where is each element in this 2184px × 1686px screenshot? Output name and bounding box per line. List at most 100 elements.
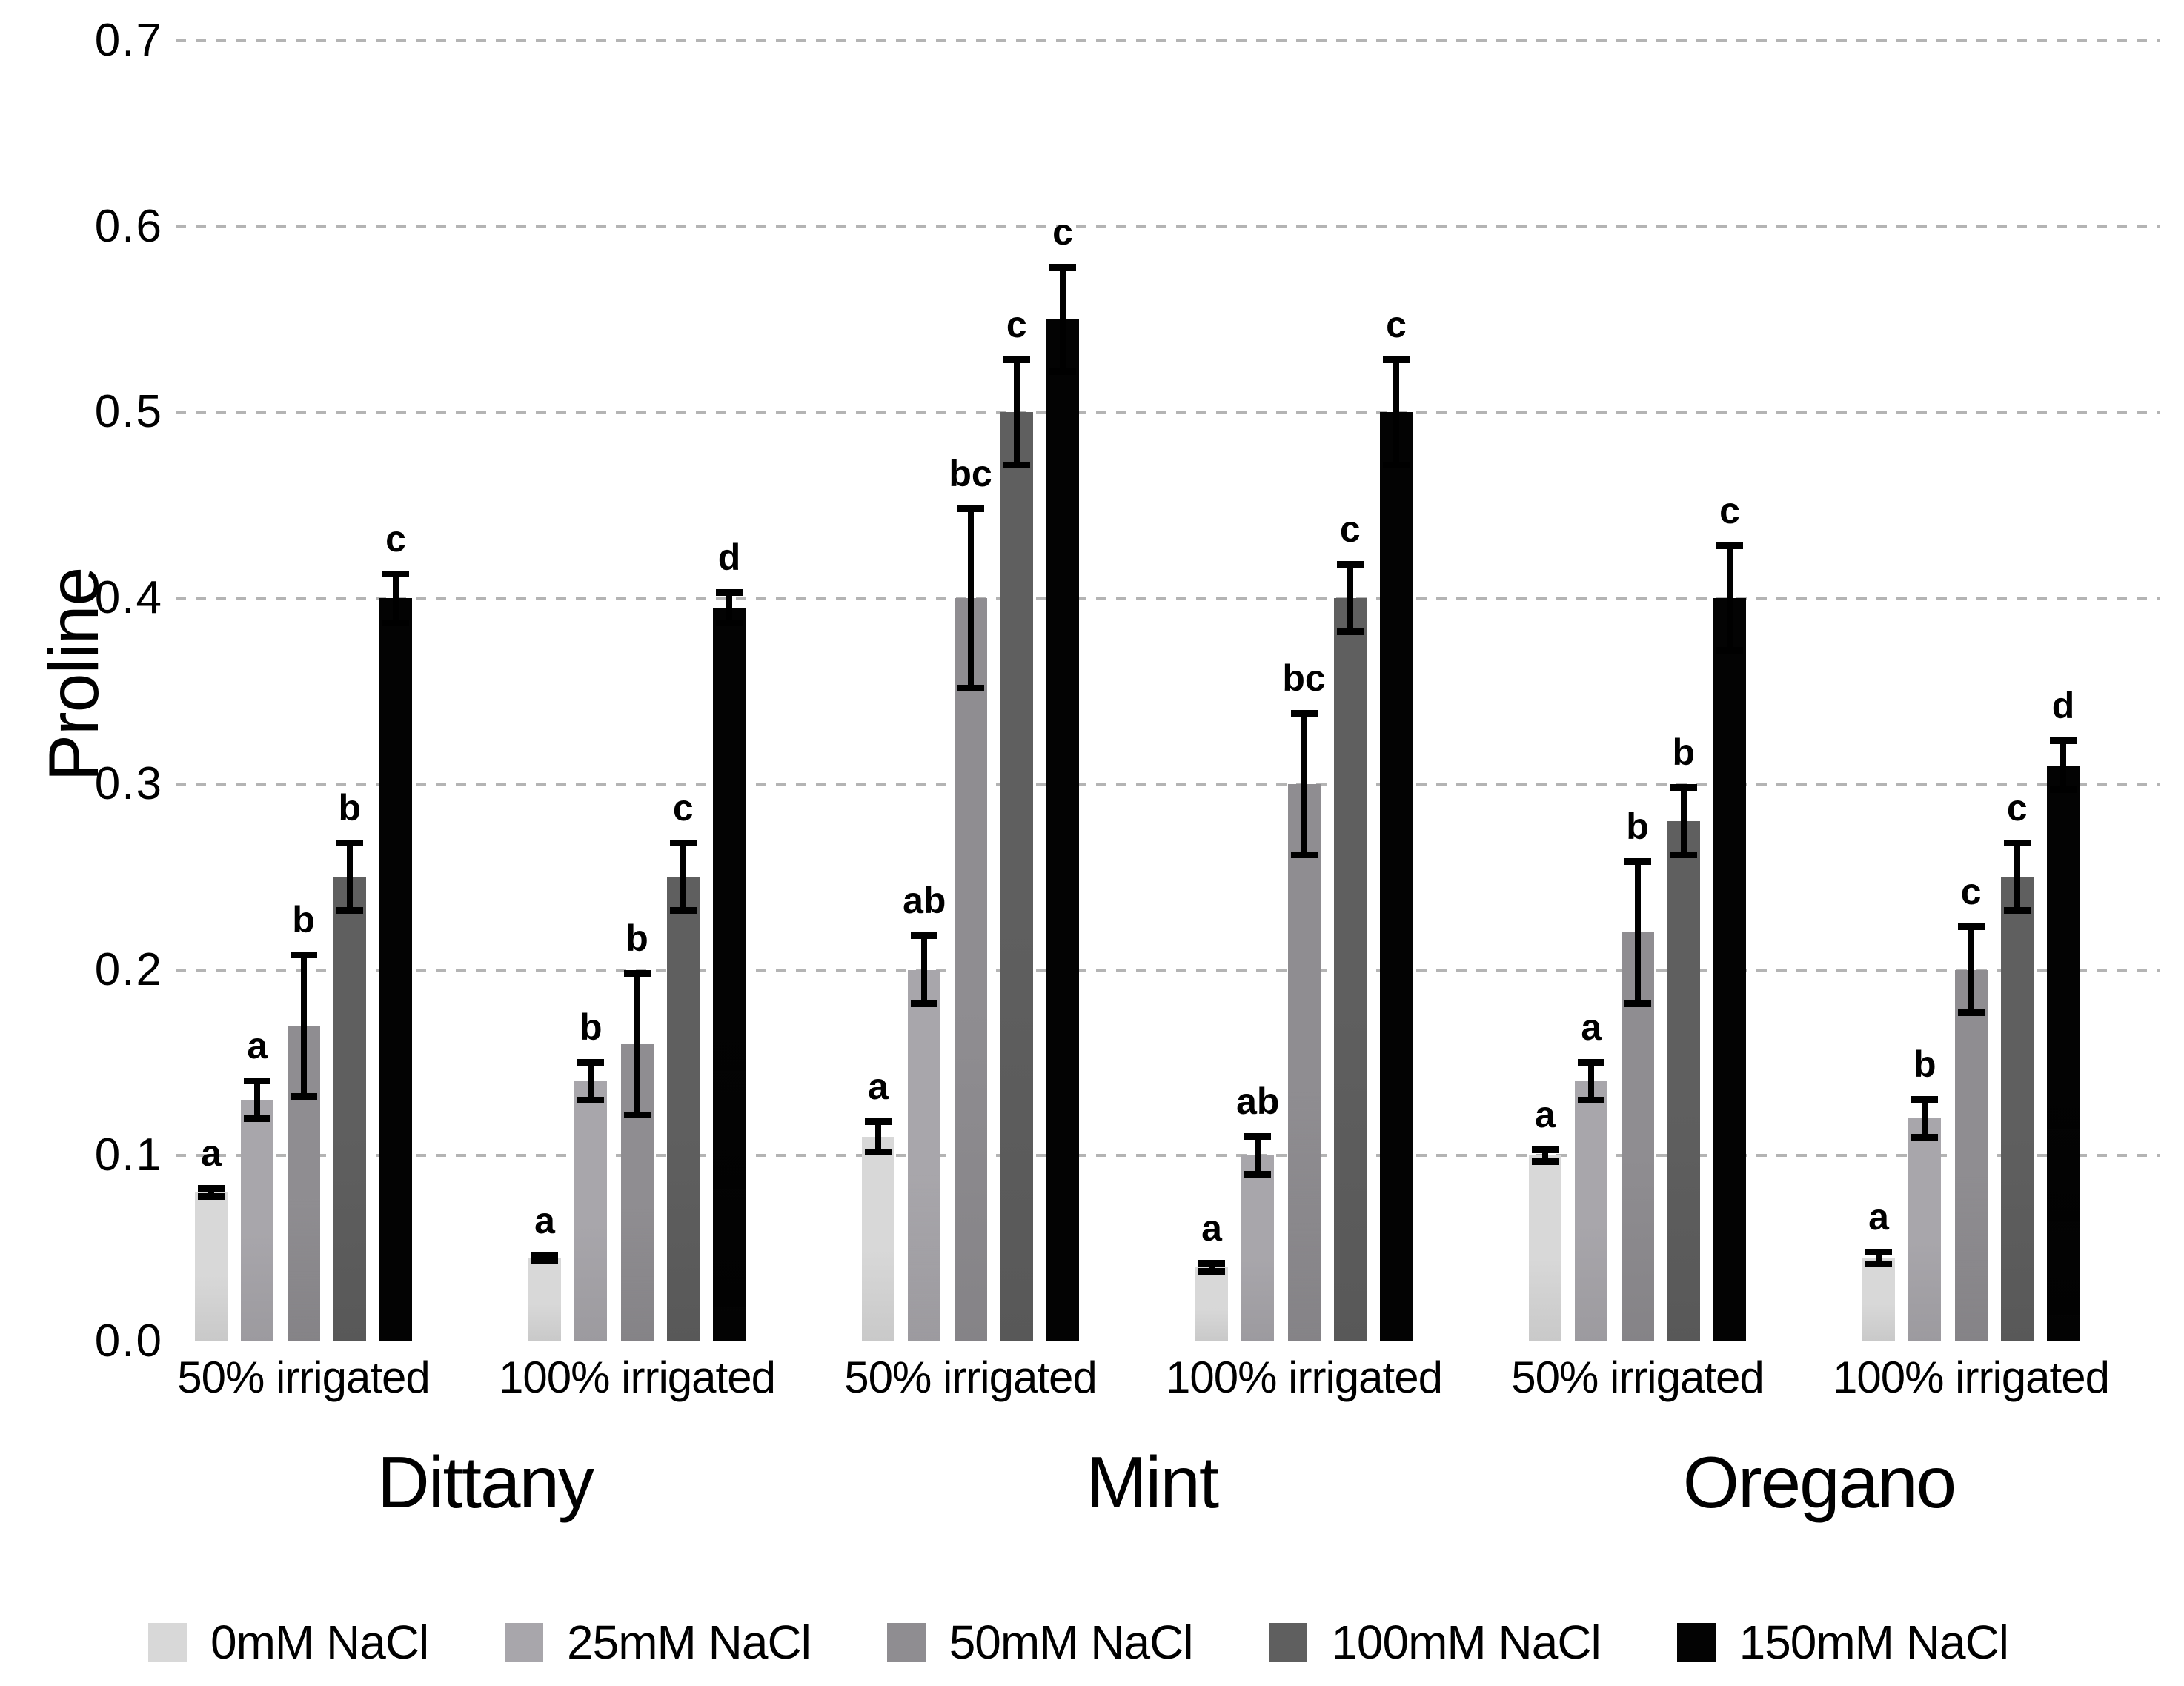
error-bar-top-cap (1911, 1096, 1939, 1103)
error-bar-stem (393, 570, 399, 626)
bar (1241, 1155, 1275, 1341)
error-bar-stem (680, 840, 686, 915)
sig-letter: bc (1282, 657, 1326, 699)
error-bar (1290, 709, 1318, 859)
error-bar-top-cap (198, 1185, 225, 1192)
error-bar (1670, 783, 1697, 859)
error-bar-bottom-cap (1198, 1267, 1225, 1275)
error-bar-top-cap (1865, 1248, 1892, 1255)
gridline (176, 225, 2160, 228)
error-bar (1865, 1248, 1892, 1267)
bar (666, 877, 700, 1341)
y-tick-label: 0.1 (94, 1129, 163, 1181)
error-bar-bottom-cap (198, 1193, 225, 1201)
legend-label: 25mM NaCl (567, 1616, 811, 1669)
bar (379, 598, 412, 1341)
error-bar (1244, 1133, 1272, 1178)
legend-swatch (148, 1623, 187, 1662)
error-bar-stem (634, 969, 640, 1119)
error-bar-stem (1876, 1248, 1882, 1267)
error-bar (2003, 840, 2031, 915)
error-bar-stem (2060, 737, 2066, 794)
error-bar (244, 1078, 271, 1123)
sig-letter: b (1913, 1043, 1936, 1086)
sig-letter: bc (949, 452, 992, 494)
error-bar-bottom-cap (1049, 368, 1076, 376)
error-bar-stem (1727, 542, 1733, 654)
error-bar-bottom-cap (1003, 461, 1030, 468)
plot-area: a a b b c a b b c d a ab bc c c a ab bc c c a a b b c a b c c d (176, 39, 2160, 1341)
error-bar (382, 570, 409, 626)
error-bar (1578, 1058, 1605, 1104)
error-bar-stem (1680, 783, 1687, 859)
error-bar-top-cap (2003, 840, 2031, 847)
error-bar-top-cap (1383, 356, 1410, 364)
y-tick-label: 0.3 (94, 757, 163, 809)
error-bar-stem (967, 505, 974, 691)
error-bar-top-cap (1957, 923, 1985, 930)
error-bar (531, 1252, 558, 1264)
sig-letter: ab (1236, 1081, 1280, 1123)
error-bar-top-cap (577, 1058, 605, 1066)
error-bar (669, 840, 697, 915)
error-bar-bottom-cap (1532, 1158, 1559, 1165)
legend-label: 50mM NaCl (949, 1616, 1194, 1669)
bar (908, 969, 941, 1341)
sig-letter: d (2051, 685, 2075, 727)
y-tick-label: 0.7 (94, 15, 163, 66)
sig-letter: a (1535, 1093, 1556, 1135)
error-bar-top-cap (1198, 1259, 1225, 1267)
error-bar-bottom-cap (623, 1112, 651, 1119)
error-bar-stem (346, 840, 353, 915)
error-bar-stem (1060, 263, 1066, 376)
error-bar-top-cap (244, 1078, 271, 1085)
sig-letter: b (1626, 806, 1649, 848)
error-bar-top-cap (669, 840, 697, 847)
bar-group: a a b b c (195, 41, 412, 1341)
legend-item: 150mM NaCl (1676, 1619, 2009, 1666)
sig-letter: c (2006, 787, 2028, 829)
error-bar-bottom-cap (2050, 786, 2077, 794)
error-bar-top-cap (716, 588, 743, 596)
error-bar-bottom-cap (1670, 852, 1697, 859)
error-bar (2050, 737, 2077, 794)
irrigation-tick-label: 50% irrigated (1511, 1353, 1765, 1402)
sig-letter: c (1006, 304, 1027, 346)
sig-letter: c (1339, 508, 1361, 550)
error-bar (1624, 858, 1651, 1007)
error-bar (336, 840, 363, 915)
sig-letter: a (1868, 1195, 1889, 1238)
sig-letter: a (1201, 1207, 1222, 1249)
error-bar-top-cap (336, 840, 363, 847)
error-bar-bottom-cap (336, 907, 363, 915)
bar (1954, 969, 1988, 1341)
error-bar-bottom-cap (669, 907, 697, 915)
error-bar (1198, 1259, 1225, 1275)
error-bar-stem (1013, 356, 1020, 468)
sig-letter: d (717, 536, 741, 578)
legend-item: 25mM NaCl (505, 1616, 811, 1669)
error-bar-bottom-cap (382, 619, 409, 626)
sig-letter: ab (903, 880, 946, 922)
error-bar-top-cap (911, 932, 938, 940)
error-bar (1383, 356, 1410, 468)
bar (195, 1192, 228, 1341)
bar (528, 1258, 561, 1341)
bar (954, 598, 987, 1341)
error-bar-bottom-cap (1957, 1009, 1985, 1017)
bar (713, 607, 746, 1341)
sig-letter: a (868, 1066, 889, 1108)
sig-letter: b (1672, 731, 1696, 773)
sig-letter: a (1581, 1006, 1602, 1048)
bar-group: a ab bc c c (862, 41, 1079, 1341)
error-bar-stem (726, 588, 732, 626)
sig-letter: c (672, 787, 694, 829)
bar (1195, 1267, 1228, 1341)
error-bar (623, 969, 651, 1119)
error-bar-top-cap (1716, 542, 1743, 549)
error-bar-top-cap (290, 951, 317, 958)
bar (241, 1100, 274, 1341)
sig-letter: b (292, 898, 315, 940)
error-bar (1003, 356, 1030, 468)
error-bar-top-cap (1624, 858, 1651, 866)
